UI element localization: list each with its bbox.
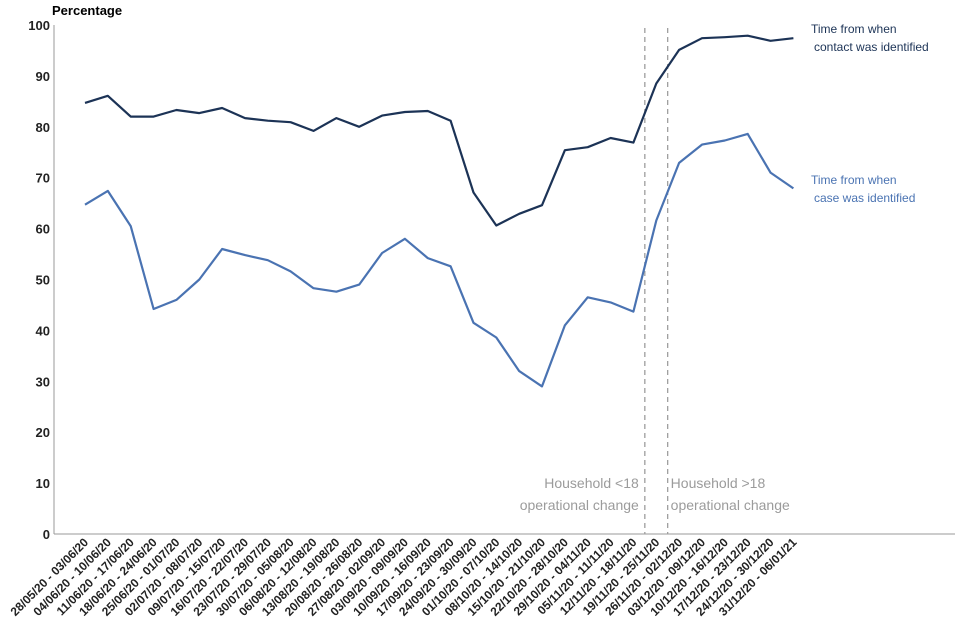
y-tick-label: 40 [36, 323, 50, 338]
annotation-label: operational change [671, 497, 790, 513]
series-lines [84, 34, 795, 388]
annotations: Household <18 operational change Household… [520, 475, 790, 513]
annotation-label: operational change [520, 497, 639, 513]
y-tick-label: 70 [36, 171, 50, 186]
series-label: Time from when [811, 173, 897, 187]
y-tick-label: 80 [36, 120, 50, 135]
series-label: case was identified [814, 191, 915, 205]
y-tick-label: 10 [36, 476, 50, 491]
axes [53, 25, 955, 535]
series-line [84, 132, 795, 388]
series-labels: Time from when contact was identified Time… [811, 22, 929, 205]
annotation-label: Household >18 [671, 475, 766, 491]
y-tick-label: 30 [36, 374, 50, 389]
series-line [84, 34, 794, 227]
series-label: Time from when [811, 22, 897, 36]
annotation-label: Household <18 [544, 475, 639, 491]
y-tick-labels: 0 10 20 30 40 50 60 70 80 90 100 [28, 18, 50, 542]
y-tick-label: 60 [36, 222, 50, 237]
series-label: contact was identified [814, 40, 929, 54]
y-tick-label: 100 [28, 18, 50, 33]
y-axis-title: Percentage [52, 3, 122, 18]
y-tick-label: 0 [43, 527, 50, 542]
y-tick-label: 50 [36, 273, 50, 288]
y-tick-label: 90 [36, 69, 50, 84]
y-tick-label: 20 [36, 425, 50, 440]
